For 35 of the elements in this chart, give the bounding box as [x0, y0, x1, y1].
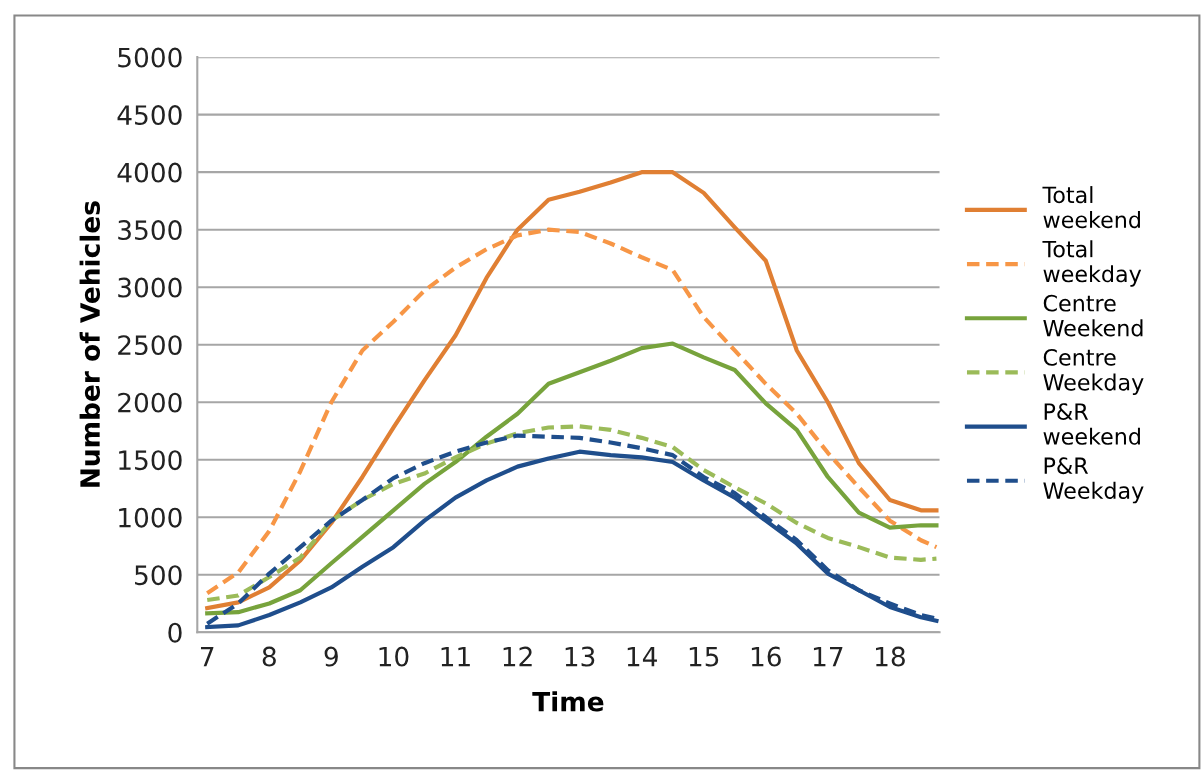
x-tick-label: 12: [503, 646, 532, 667]
legend-label: P&R weekend: [1043, 403, 1140, 445]
y-tick-label: 3500: [118, 220, 182, 241]
x-tick-label: 13: [565, 646, 595, 667]
line-series: [205, 170, 939, 611]
x-tick-label: 14: [627, 646, 657, 667]
x-tick-label: 16: [751, 646, 781, 667]
legend-label: Total weekday: [1042, 240, 1142, 287]
legend-label: Total weekend: [1042, 186, 1140, 229]
line-series: [205, 424, 939, 603]
line-series: [205, 341, 939, 616]
y-tick-label: 5000: [118, 47, 182, 68]
y-tick-label: 500: [135, 565, 182, 586]
y-tick-label: 2500: [118, 335, 182, 356]
y-tick-label: 4500: [117, 105, 182, 126]
legend-label: P&R Weekday: [1043, 457, 1144, 504]
x-tick-label: 18: [876, 646, 905, 667]
line-series: [205, 227, 939, 596]
y-tick-label: 1500: [119, 450, 182, 471]
x-tick-label: 11: [441, 646, 470, 667]
y-tick-label: 3000: [118, 277, 182, 298]
y-tick-label: 4000: [117, 162, 182, 183]
y-tick-label: 0: [168, 622, 182, 643]
legend-label: Centre Weekend: [1043, 294, 1143, 337]
y-axis-title: Number of Vehicles: [79, 201, 101, 487]
x-tick-label: 15: [689, 646, 719, 667]
x-tick-label: 10: [379, 646, 409, 667]
y-tick-label: 2000: [118, 392, 182, 413]
y-tick-label: 1000: [119, 507, 182, 528]
x-tick-label: 17: [813, 646, 843, 667]
x-tick-label: 9: [324, 646, 338, 667]
x-axis-title: Time: [532, 691, 604, 712]
x-tick-label: 8: [262, 646, 276, 667]
x-tick-label: 7: [200, 646, 214, 667]
legend-label: Centre Weekday: [1043, 348, 1144, 395]
